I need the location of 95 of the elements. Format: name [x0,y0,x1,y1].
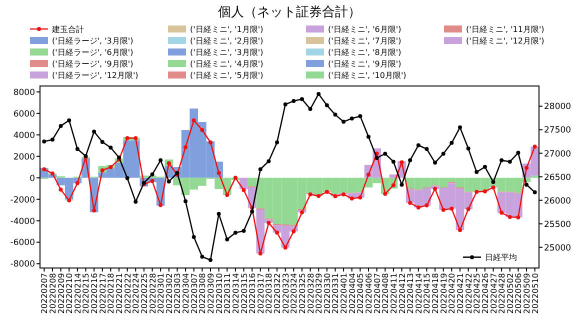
x-tick-label: 20220420 [448,273,457,314]
x-tick-label: 20220408 [381,273,390,314]
x-tick-label: 20220304 [182,273,191,314]
x-tick-label: 20220426 [480,273,490,314]
y-tick-label: -4000 [10,216,35,227]
y-tick-label: 8000 [13,88,35,98]
y2-tick-label: 26500 [544,172,572,183]
x-tick-label: 20220421 [456,273,465,314]
x-tick-label: 20220324 [290,273,299,314]
y-tick-label: -2000 [10,195,35,206]
x-tick-label: 20220502 [506,273,515,314]
x-tick-label: 20220405 [356,273,366,314]
x-tick-label: 20220323 [281,273,290,314]
legend-label: ('日経ミニ', '5月限') [190,71,264,80]
x-tick-label: 20220309 [206,273,216,314]
x-tick-label: 20220307 [190,273,199,314]
x-tick-label: 20220218 [106,273,116,314]
x-tick-label: 20220316 [248,273,258,314]
x-tick-label: 20220401 [340,273,349,314]
x-tick-label: 20220216 [90,273,100,314]
x-tick-label: 20220221 [115,273,124,314]
y-tick-label: 4000 [13,130,35,141]
x-tick-label: 20220422 [464,273,474,314]
x-tick-label: 20220415 [422,273,432,314]
x-tick-label: 20220301 [156,273,166,314]
x-tick-label: 20220331 [331,273,340,314]
y-tick-label: -6000 [10,238,35,248]
legend-label: ('日経ミニ', '8月限') [328,48,402,57]
y-tick-label: 6000 [13,109,35,120]
x-tick-label: 20220328 [306,273,316,314]
legend-label: ('日経ラージ', '6月限') [52,48,134,57]
x-tick-label: 20220318 [264,273,274,314]
x-tick-label: 20220414 [414,273,424,314]
chart-title: 個人（ネット証券合計） [218,5,361,20]
x-tick-label: 20220208 [48,273,58,314]
x-tick-label: 20220224 [132,273,141,314]
x-tick-label: 20220330 [322,273,332,314]
x-tick-label: 20220209 [56,273,66,314]
y2-tick-label: 26000 [544,196,572,206]
x-tick-label: 20220427 [489,273,498,314]
x-tick-label: 20220214 [73,273,82,314]
x-tick-label: 20220418 [431,273,440,314]
x-tick-label: 20220222 [123,273,132,314]
legend-label: ('日経ミニ', '4月限') [190,60,264,68]
x-tick-label: 20220315 [240,273,249,314]
x-tick-label: 20220419 [439,273,448,314]
x-tick-label: 20220412 [398,273,407,314]
y2-tick-label: 27500 [544,126,572,136]
y-tick-label: -8000 [10,260,35,270]
x-tick-label: 20220215 [82,273,91,314]
x-tick-label: 20220207 [40,273,50,314]
legend-label: ('日経ミニ', '2月限') [190,36,264,46]
x-tick-label: 20220509 [522,273,532,314]
x-tick-label: 20220428 [498,273,507,314]
x-tick-label: 20220425 [472,273,482,314]
x-tick-label: 20220325 [298,273,307,314]
x-tick-label: 20220314 [231,273,240,314]
legend-label: ('日経ミニ', '7月限') [328,36,402,46]
legend-label: ('日経ラージ', '3月限') [52,36,134,46]
x-tick-label: 20220310 [214,273,224,314]
legend-label: ('日経ラージ', '9月限') [52,60,134,68]
y2-tick-label: 25000 [544,243,572,254]
y-tick-label: 2000 [13,152,35,162]
legend-label: ('日経ミニ', '3月限') [190,48,264,57]
x-tick-label: 20220406 [364,273,374,314]
x-tick-label: 20220411 [389,273,398,314]
x-tick-label: 20220210 [65,273,74,314]
legend-label: 日経平均 [485,253,517,262]
x-tick-label: 20220510 [530,273,540,314]
x-tick-label: 20220303 [173,273,182,314]
y2-tick-label: 27000 [544,149,572,160]
x-tick-label: 20220317 [256,273,266,314]
y-tick-label: 0 [30,174,35,184]
x-tick-label: 20220308 [198,273,208,314]
y2-tick-label: 28000 [544,102,572,112]
x-tick-label: 20220404 [348,273,357,314]
legend-label: ('日経ミニ', '1月限') [190,25,264,34]
x-tick-label: 20220225 [140,273,149,314]
x-tick-label: 20220329 [314,273,324,314]
x-tick-label: 20220413 [406,273,416,314]
x-tick-label: 20220302 [164,273,174,314]
x-tick-label: 20220407 [372,273,382,314]
y2-tick-label: 25500 [544,220,572,230]
legend-label: ('日経ミニ', '12月限') [466,36,544,46]
x-tick-label: 20220228 [148,273,158,314]
legend-label: ('日経ミニ', '6月限') [328,25,402,34]
legend-label: ('日経ミニ', '10月限') [328,71,406,80]
legend-label: ('日経ミニ', '9月限') [328,60,402,68]
x-tick-label: 20220217 [98,273,108,314]
legend-label: 建玉合計 [51,25,84,34]
x-tick-label: 20220322 [273,273,282,314]
x-tick-label: 20220311 [223,273,232,314]
legend-label: ('日経ラージ', '12月限') [52,71,138,80]
legend-label: ('日経ミニ', '11月限') [466,25,544,34]
x-tick-label: 20220506 [514,273,524,314]
